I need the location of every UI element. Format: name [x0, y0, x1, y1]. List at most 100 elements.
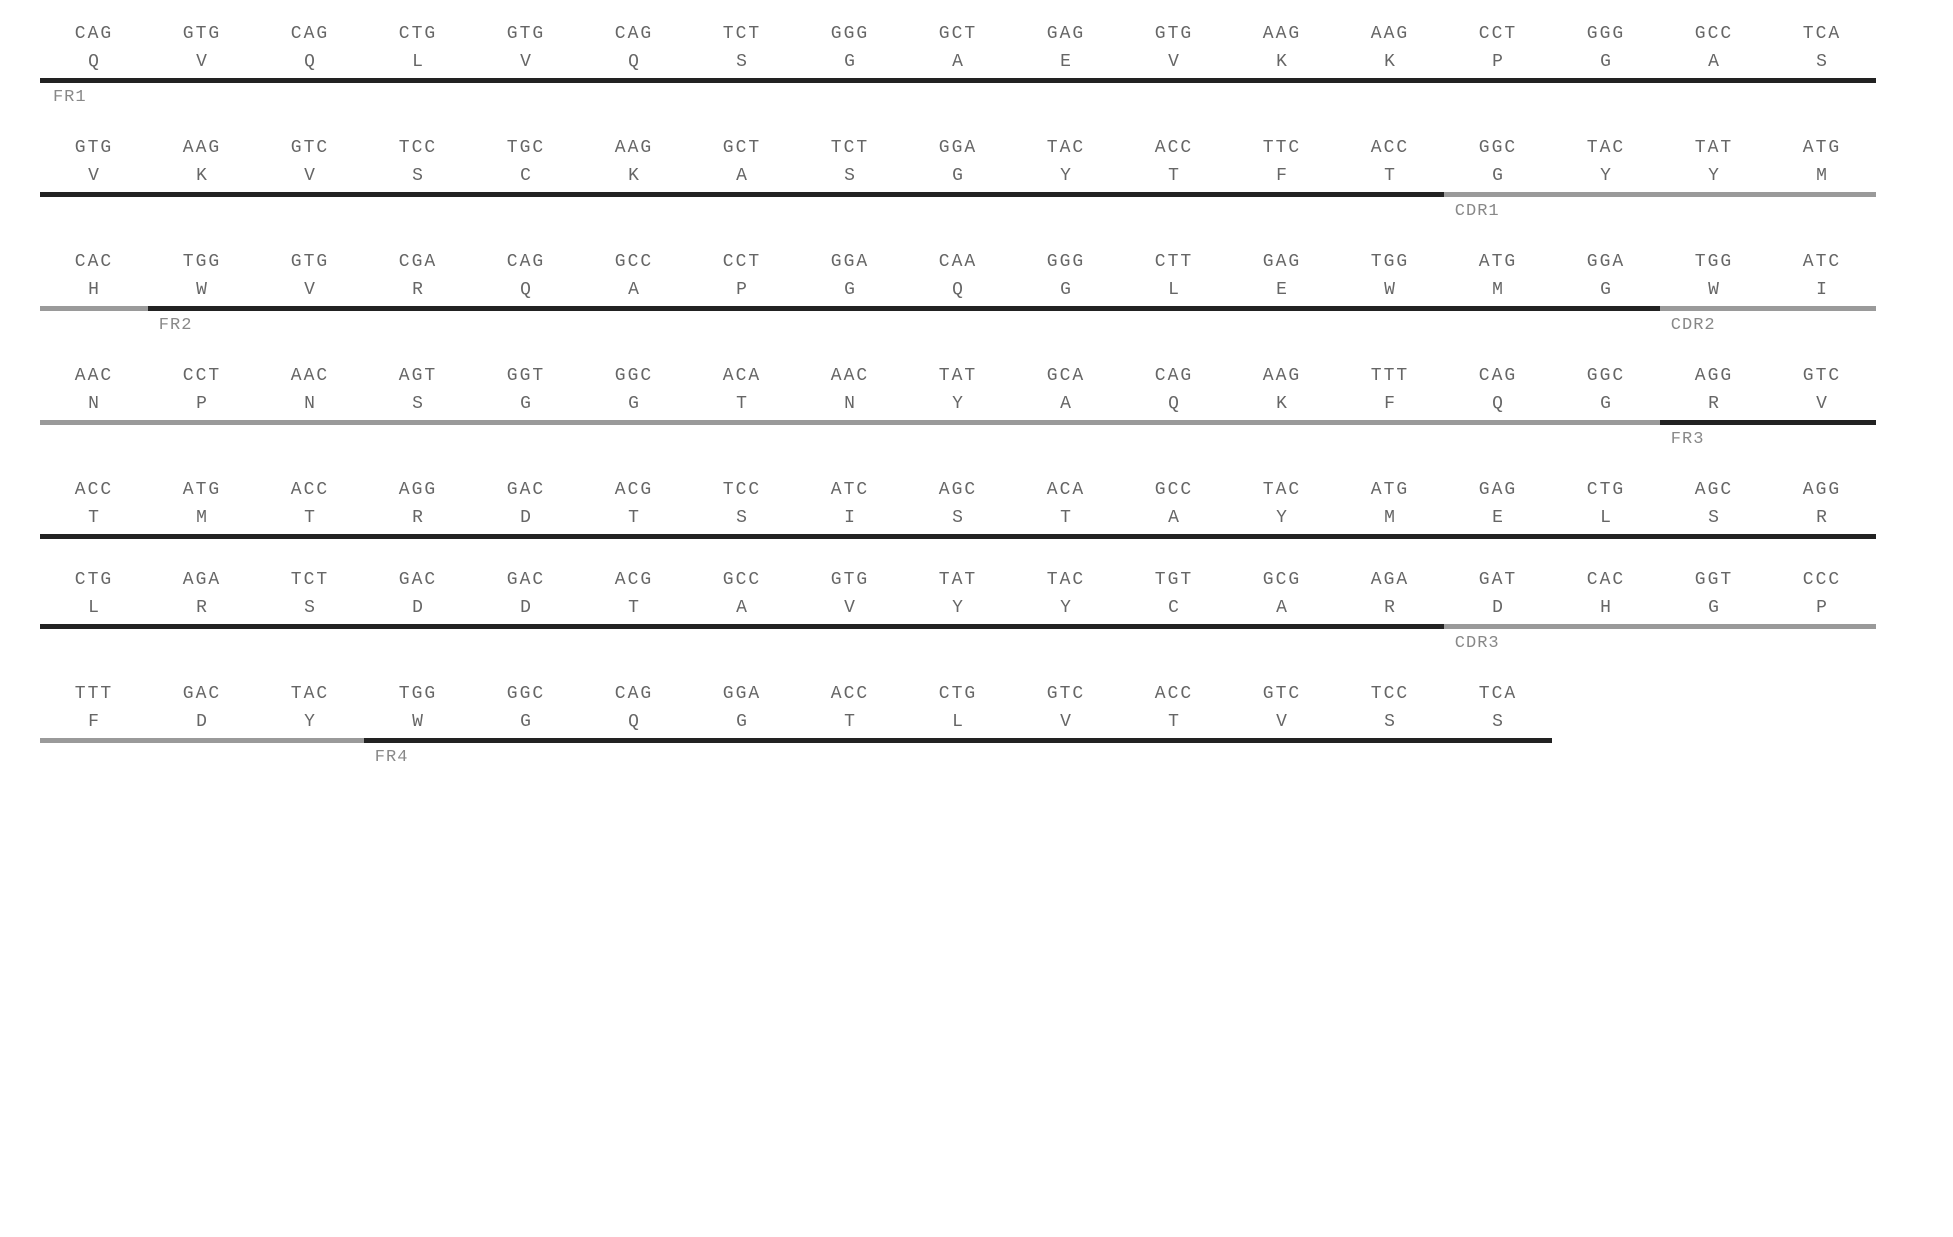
amino-acid-cell: R — [148, 594, 256, 622]
underline-segment — [1660, 306, 1876, 311]
region-underline — [40, 624, 1876, 632]
amino-acid-cell: F — [1228, 162, 1336, 190]
amino-acid-cell: G — [688, 708, 796, 736]
codon-cell: GTG — [40, 134, 148, 162]
sequence-row: GTGAAGGTCTCCTGCAAGGCTTCTGGATACACCTTCACCG… — [40, 134, 1913, 224]
amino-acid-cell: P — [1768, 594, 1876, 622]
underline-segment — [148, 306, 1660, 311]
codon-cell: ATG — [1336, 476, 1444, 504]
codon-cell: GTG — [148, 20, 256, 48]
amino-acid-cell: R — [1768, 504, 1876, 532]
amino-acid-cell: K — [1228, 390, 1336, 418]
amino-acid-row: QVQLVQSGAEVKKPGAS — [40, 48, 1913, 76]
codon-cell: GCC — [1120, 476, 1228, 504]
codon-cell: AGA — [148, 566, 256, 594]
region-label: CDR1 — [1455, 202, 1500, 221]
amino-acid-cell: A — [688, 162, 796, 190]
codon-row: TTTGACTACTGGGGCCAGGGAACCCTGGTCACCGTCTCCT… — [40, 680, 1913, 708]
underline-segment — [1444, 624, 1876, 629]
amino-acid-cell: S — [796, 162, 904, 190]
region-underline — [40, 738, 1552, 746]
codon-cell: TGG — [148, 248, 256, 276]
amino-acid-cell: I — [1768, 276, 1876, 304]
codon-cell: GGA — [904, 134, 1012, 162]
amino-acid-cell: T — [1120, 162, 1228, 190]
codon-cell: AAG — [1228, 20, 1336, 48]
codon-cell: GCT — [904, 20, 1012, 48]
amino-acid-cell: Y — [1228, 504, 1336, 532]
codon-cell: TTT — [40, 680, 148, 708]
amino-acid-cell: D — [472, 594, 580, 622]
codon-cell: TCC — [1336, 680, 1444, 708]
amino-acid-cell: Q — [472, 276, 580, 304]
amino-acid-cell: S — [364, 162, 472, 190]
codon-cell: TGT — [1120, 566, 1228, 594]
amino-acid-cell: C — [472, 162, 580, 190]
amino-acid-cell: S — [1660, 504, 1768, 532]
codon-cell: TCA — [1444, 680, 1552, 708]
amino-acid-cell: W — [148, 276, 256, 304]
codon-cell: ACC — [256, 476, 364, 504]
codon-cell: AGG — [1660, 362, 1768, 390]
region-label: FR4 — [375, 748, 409, 767]
amino-acid-cell: Y — [904, 390, 1012, 418]
underline-segment — [40, 738, 364, 743]
amino-acid-cell: Q — [256, 48, 364, 76]
amino-acid-cell: V — [256, 162, 364, 190]
amino-acid-cell: Q — [40, 48, 148, 76]
codon-cell: ACA — [688, 362, 796, 390]
amino-acid-cell: D — [364, 594, 472, 622]
codon-cell: TTC — [1228, 134, 1336, 162]
amino-acid-cell: G — [796, 48, 904, 76]
codon-cell: TAC — [1012, 566, 1120, 594]
codon-cell: CCT — [1444, 20, 1552, 48]
amino-acid-cell: K — [1228, 48, 1336, 76]
amino-acid-cell: Q — [904, 276, 1012, 304]
region-underline — [40, 192, 1876, 200]
amino-acid-cell: E — [1012, 48, 1120, 76]
codon-cell: ATC — [1768, 248, 1876, 276]
amino-acid-cell: M — [148, 504, 256, 532]
region-underline — [40, 78, 1876, 86]
codon-cell: TCC — [688, 476, 796, 504]
codon-cell: TGG — [1336, 248, 1444, 276]
sequence-row: CAGGTGCAGCTGGTGCAGTCTGGGGCTGAGGTGAAGAAGC… — [40, 20, 1913, 110]
codon-cell: CCC — [1768, 566, 1876, 594]
codon-cell: CAC — [1552, 566, 1660, 594]
amino-acid-cell: V — [1120, 48, 1228, 76]
codon-cell: GCT — [688, 134, 796, 162]
codon-cell: GAC — [472, 566, 580, 594]
codon-cell: GAC — [472, 476, 580, 504]
region-label: FR1 — [53, 88, 87, 107]
codon-cell: GTG — [1120, 20, 1228, 48]
amino-acid-cell: W — [1336, 276, 1444, 304]
codon-cell: GAT — [1444, 566, 1552, 594]
codon-cell: TGC — [472, 134, 580, 162]
amino-acid-cell: L — [364, 48, 472, 76]
region-label-row: FR2CDR2 — [40, 316, 1876, 338]
underline-segment — [40, 420, 1660, 425]
codon-cell: CAC — [40, 248, 148, 276]
amino-acid-cell: V — [40, 162, 148, 190]
codon-cell: ATG — [1768, 134, 1876, 162]
codon-cell: CAG — [580, 20, 688, 48]
codon-cell: AAG — [148, 134, 256, 162]
amino-acid-cell: T — [796, 708, 904, 736]
codon-cell: CAG — [40, 20, 148, 48]
codon-cell: ACC — [1120, 680, 1228, 708]
codon-cell: CTG — [40, 566, 148, 594]
codon-cell: CAG — [1444, 362, 1552, 390]
amino-acid-row: NPNSGGTNYAQKFQGRV — [40, 390, 1913, 418]
amino-acid-cell: P — [1444, 48, 1552, 76]
codon-cell: ACC — [40, 476, 148, 504]
amino-acid-cell: E — [1228, 276, 1336, 304]
amino-acid-cell: G — [472, 708, 580, 736]
underline-segment — [40, 192, 1444, 197]
codon-cell: GGC — [472, 680, 580, 708]
underline-segment — [1660, 420, 1876, 425]
amino-acid-cell: H — [40, 276, 148, 304]
amino-acid-cell: T — [256, 504, 364, 532]
codon-cell: GGG — [1552, 20, 1660, 48]
codon-cell: GAC — [148, 680, 256, 708]
amino-acid-cell: D — [148, 708, 256, 736]
